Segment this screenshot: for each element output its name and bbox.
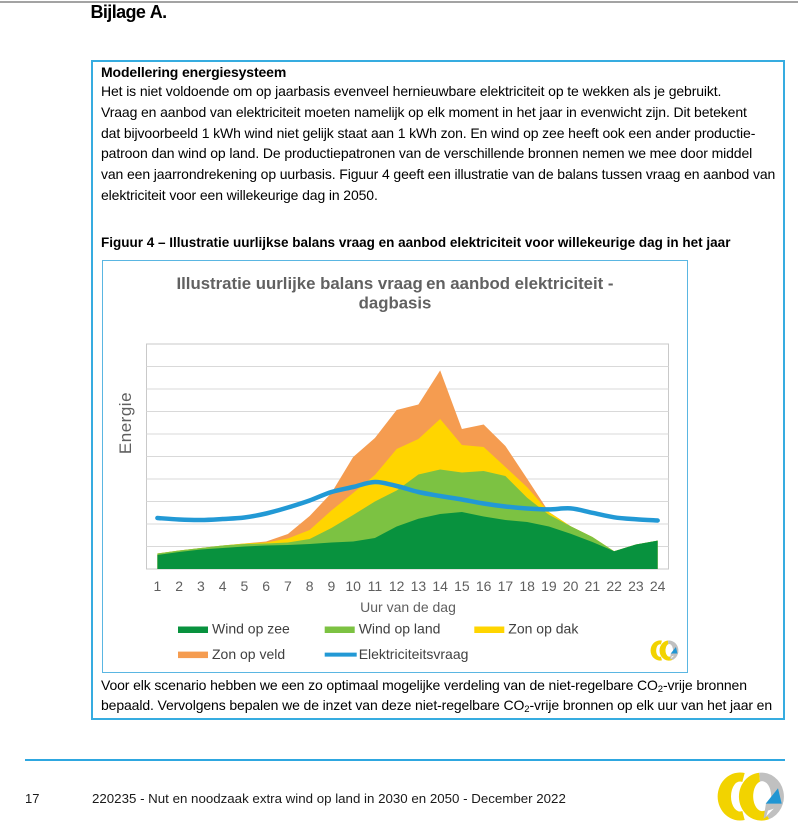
svg-text:dagbasis: dagbasis xyxy=(359,294,432,313)
svg-text:Energie: Energie xyxy=(116,392,135,454)
svg-text:3: 3 xyxy=(197,578,205,594)
svg-text:Wind op land: Wind op land xyxy=(359,621,441,637)
svg-text:24: 24 xyxy=(650,578,666,594)
svg-text:4: 4 xyxy=(219,578,227,594)
svg-text:2: 2 xyxy=(175,578,183,594)
svg-text:10: 10 xyxy=(345,578,361,594)
svg-text:Uur van de dag: Uur van de dag xyxy=(360,599,456,615)
svg-text:Wind op zee: Wind op zee xyxy=(212,621,290,637)
svg-text:Zon op dak: Zon op dak xyxy=(508,621,579,637)
svg-text:19: 19 xyxy=(541,578,557,594)
svg-text:14: 14 xyxy=(432,578,448,594)
svg-text:18: 18 xyxy=(519,578,535,594)
svg-text:9: 9 xyxy=(328,578,336,594)
svg-text:17: 17 xyxy=(498,578,514,594)
svg-text:Zon op veld: Zon op veld xyxy=(212,646,285,662)
svg-text:15: 15 xyxy=(454,578,470,594)
svg-text:23: 23 xyxy=(628,578,644,594)
svg-text:1: 1 xyxy=(154,578,162,594)
svg-text:6: 6 xyxy=(262,578,270,594)
svg-text:Elektriciteitsvraag: Elektriciteitsvraag xyxy=(359,646,469,662)
svg-text:13: 13 xyxy=(411,578,427,594)
svg-text:8: 8 xyxy=(306,578,314,594)
svg-text:22: 22 xyxy=(606,578,622,594)
svg-text:7: 7 xyxy=(284,578,292,594)
svg-text:12: 12 xyxy=(389,578,405,594)
svg-text:11: 11 xyxy=(368,578,383,594)
svg-text:20: 20 xyxy=(563,578,579,594)
svg-text:5: 5 xyxy=(241,578,249,594)
svg-text:Illustratie uurlijke balans vr: Illustratie uurlijke balans vraag en aan… xyxy=(176,274,613,293)
svg-text:16: 16 xyxy=(476,578,492,594)
svg-text:21: 21 xyxy=(585,578,601,594)
